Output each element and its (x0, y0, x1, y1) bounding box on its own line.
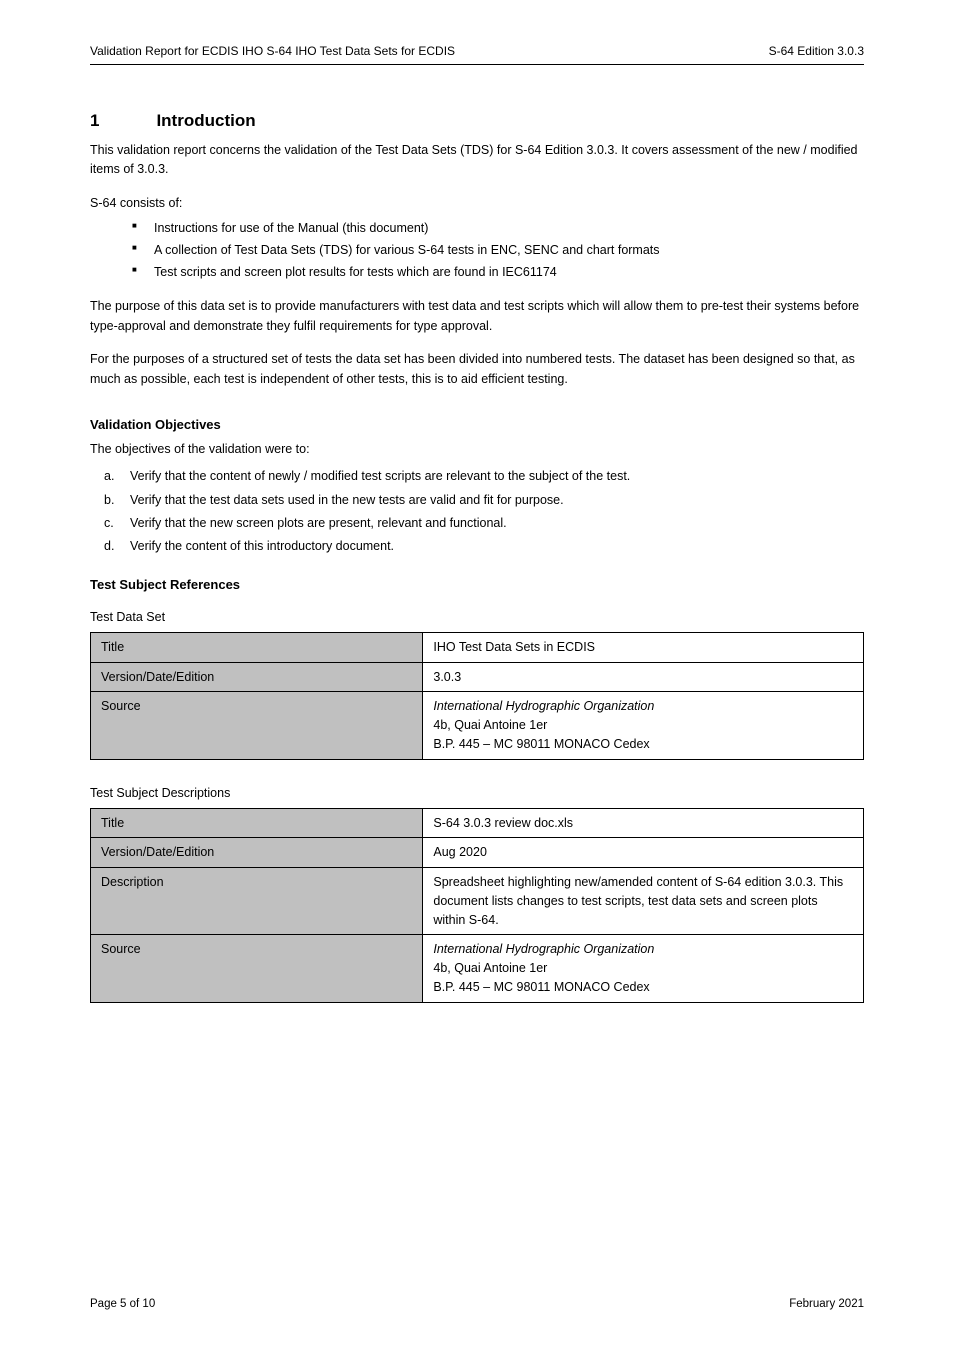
item-marker: b. (104, 491, 114, 510)
list-item: c. Verify that the new screen plots are p… (104, 514, 864, 533)
list-item: Test scripts and screen plot results for… (132, 263, 864, 282)
table-row: Version/Date/Edition 3.0.3 (91, 662, 864, 692)
cell-value: 3.0.3 (423, 662, 864, 692)
list-item: d. Verify the content of this introductor… (104, 537, 864, 556)
cell-value: IHO Test Data Sets in ECDIS (423, 632, 864, 662)
test-data-set-table: Title IHO Test Data Sets in ECDIS Versio… (90, 632, 864, 760)
cell-label: Description (91, 868, 423, 935)
header-right: S-64 Edition 3.0.3 (769, 44, 864, 58)
cell-label: Title (91, 808, 423, 838)
objectives-list: a. Verify that the content of newly / mod… (90, 467, 864, 557)
footer-page-number: Page 5 of 10 (90, 1298, 155, 1310)
table-row: Source International Hydrographic Organi… (91, 692, 864, 759)
section-title: Introduction (156, 111, 255, 131)
running-header: Validation Report for ECDIS IHO S-64 IHO… (90, 44, 864, 65)
cell-label: Source (91, 692, 423, 759)
page-footer: Page 5 of 10 February 2021 (90, 1298, 864, 1310)
section-number: 1 (90, 111, 152, 131)
section-heading: 1 Introduction (90, 111, 864, 131)
cell-label: Source (91, 935, 423, 1002)
table-caption-1: Test Data Set (90, 610, 864, 624)
purpose-paragraph-2: For the purposes of a structured set of … (90, 350, 864, 389)
list-item: Instructions for use of the Manual (this… (132, 219, 864, 238)
table-row: Description Spreadsheet highlighting new… (91, 868, 864, 935)
test-subject-descriptions-table: Title S-64 3.0.3 review doc.xls Version/… (90, 808, 864, 1003)
cell-label: Version/Date/Edition (91, 662, 423, 692)
intro-paragraph: This validation report concerns the vali… (90, 141, 864, 180)
objectives-intro: The objectives of the validation were to… (90, 440, 864, 459)
header-left: Validation Report for ECDIS IHO S-64 IHO… (90, 44, 455, 58)
cell-label: Title (91, 632, 423, 662)
cell-label: Version/Date/Edition (91, 838, 423, 868)
cell-value: International Hydrographic Organization4… (423, 692, 864, 759)
table-row: Source International Hydrographic Organi… (91, 935, 864, 1002)
table-row: Version/Date/Edition Aug 2020 (91, 838, 864, 868)
purpose-paragraph-1: The purpose of this data set is to provi… (90, 297, 864, 336)
item-marker: a. (104, 467, 114, 486)
s64-bullet-list: Instructions for use of the Manual (this… (90, 219, 864, 281)
item-text: Verify that the new screen plots are pre… (130, 516, 507, 530)
footer-date: February 2021 (789, 1298, 864, 1310)
s64-consists-label: S-64 consists of: (90, 194, 864, 213)
cell-value: Spreadsheet highlighting new/amended con… (423, 868, 864, 935)
item-marker: c. (104, 514, 114, 533)
cell-value: S-64 3.0.3 review doc.xls (423, 808, 864, 838)
cell-value: Aug 2020 (423, 838, 864, 868)
item-text: Verify the content of this introductory … (130, 539, 394, 553)
item-text: Verify that the test data sets used in t… (130, 493, 564, 507)
page-content: Validation Report for ECDIS IHO S-64 IHO… (0, 0, 954, 1003)
table-caption-2: Test Subject Descriptions (90, 786, 864, 800)
list-item: b. Verify that the test data sets used in… (104, 491, 864, 510)
cell-value: International Hydrographic Organization4… (423, 935, 864, 1002)
table-row: Title IHO Test Data Sets in ECDIS (91, 632, 864, 662)
validation-objectives-heading: Validation Objectives (90, 417, 864, 432)
test-subject-references-heading: Test Subject References (90, 577, 864, 592)
list-item: a. Verify that the content of newly / mod… (104, 467, 864, 486)
table-row: Title S-64 3.0.3 review doc.xls (91, 808, 864, 838)
list-item: A collection of Test Data Sets (TDS) for… (132, 241, 864, 260)
item-text: Verify that the content of newly / modif… (130, 469, 630, 483)
item-marker: d. (104, 537, 114, 556)
